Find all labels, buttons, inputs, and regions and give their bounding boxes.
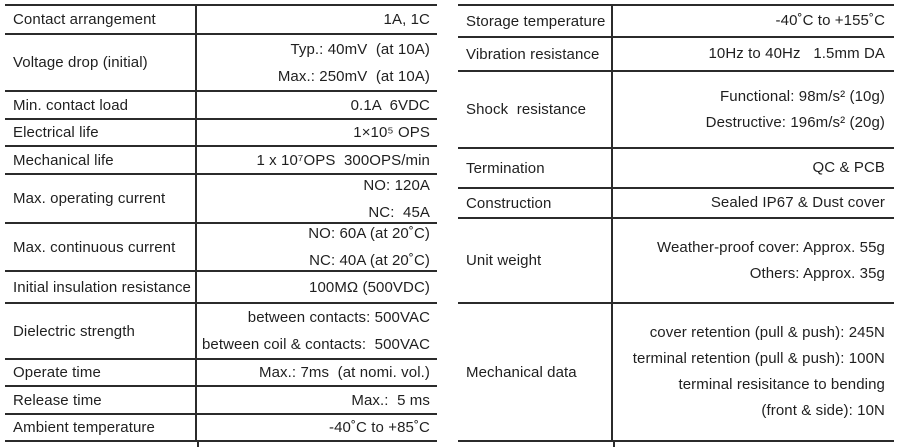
spec-label: Construction — [458, 189, 613, 217]
spec-value-line: NC: 45A — [368, 203, 430, 221]
spec-value-line: cover retention (pull & push): 245N — [649, 324, 885, 341]
spec-value: Weather-proof cover: Approx. 55g Others: … — [613, 219, 894, 302]
spec-value-line: 10Hz to 40Hz 1.5mm DA — [708, 45, 885, 62]
table-row: Termination QC & PCB — [458, 149, 894, 189]
spec-value: QC & PCB — [613, 149, 894, 187]
table-row: Release time Max.: 5 ms — [5, 387, 437, 415]
spec-value-line: Max.: 7ms (at nomi. vol.) — [259, 364, 430, 381]
table-row: Ambient temperature -40˚C to +85˚C — [5, 415, 437, 442]
spec-value: Max.: 5 ms — [197, 387, 437, 413]
table-row: Mechanical life 1 x 10⁷OPS 300OPS/min — [5, 147, 437, 175]
spec-value-line: NC: 40A (at 20˚C) — [309, 252, 430, 269]
spec-value-line: Weather-proof cover: Approx. 55g — [656, 238, 885, 256]
spec-value: Typ.: 40mV (at 10A) Max.: 250mV (at 10A) — [197, 35, 437, 90]
spec-label: Min. contact load — [5, 92, 197, 118]
table-row: Operate time Max.: 7ms (at nomi. vol.) — [5, 360, 437, 387]
spec-label: Dielectric strength — [5, 304, 197, 358]
spec-value-line: between coil & contacts: 500VAC — [201, 336, 430, 353]
spec-table-left: Contact arrangement 1A, 1C Voltage drop (i… — [5, 4, 437, 447]
table-row: Min. contact load 0.1A 6VDC — [5, 92, 437, 120]
spec-value: between contacts: 500VAC between coil & c… — [197, 304, 437, 358]
spec-value-line: NO: 120A — [363, 176, 430, 194]
table-row: Vibration resistance 10Hz to 40Hz 1.5mm D… — [458, 38, 894, 72]
table-row: Mechanical data cover retention (pull & p… — [458, 304, 894, 442]
table-row: Storage temperature -40˚C to +155˚C — [458, 6, 894, 38]
spec-value-line: -40˚C to +85˚C — [328, 419, 430, 436]
spec-value-line: 1A, 1C — [383, 11, 430, 28]
spec-value: NO: 120A NC: 45A — [197, 175, 437, 222]
spec-value-line: NO: 60A (at 20˚C) — [308, 225, 430, 242]
spec-table-right: Storage temperature -40˚C to +155˚C Vibrat… — [458, 4, 894, 447]
table-row: Shock resistance Functional: 98m/s² (10g)… — [458, 72, 894, 149]
spec-value: 100MΩ (500VDC) — [197, 272, 437, 302]
spec-value-line: Max.: 250mV (at 10A) — [277, 67, 430, 85]
spec-value-line: QC & PCB — [812, 159, 885, 176]
spec-value-line: (front & side): 10N — [761, 402, 885, 419]
spec-value: -40˚C to +85˚C — [197, 415, 437, 440]
spec-label: Operate time — [5, 360, 197, 385]
spec-value-line: Others: Approx. 35g — [749, 264, 885, 282]
table-row: Construction Sealed IP67 & Dust cover — [458, 189, 894, 219]
spec-value: Max.: 7ms (at nomi. vol.) — [197, 360, 437, 385]
spec-value: Functional: 98m/s² (10g) Destructive: 196… — [613, 72, 894, 147]
spec-value-line: Typ.: 40mV (at 10A) — [290, 40, 430, 58]
spec-value-line: Max.: 5 ms — [351, 391, 430, 409]
table-row: Voltage drop (initial) Typ.: 40mV (at 10A… — [5, 35, 437, 92]
spec-label: Voltage drop (initial) — [5, 35, 197, 90]
spec-value: 1 x 10⁷OPS 300OPS/min — [197, 147, 437, 173]
spec-label: Ambient temperature — [5, 415, 197, 440]
spec-label: Release time — [5, 387, 197, 413]
spec-label: Shock resistance — [458, 72, 613, 147]
spec-value: Sealed IP67 & Dust cover — [613, 189, 894, 217]
spec-value-line: terminal retention (pull & push): 100N — [632, 350, 885, 367]
spec-value-line: -40˚C to +155˚C — [775, 12, 885, 29]
table-row: Max. continuous current NO: 60A (at 20˚C)… — [5, 224, 437, 272]
spec-label: Vibration resistance — [458, 38, 613, 70]
spec-label: Max. operating current — [5, 175, 197, 222]
spec-label: Electrical life — [5, 120, 197, 145]
spec-label: Contact arrangement — [5, 6, 197, 33]
spec-label: Mechanical data — [458, 304, 613, 440]
table-row: Electrical life 1×10⁵ OPS — [5, 120, 437, 147]
spec-value: cover retention (pull & push): 245N termi… — [613, 304, 894, 440]
table-row: Initial insulation resistance 100MΩ (500V… — [5, 272, 437, 304]
table-row: Max. operating current NO: 120A NC: 45A — [5, 175, 437, 224]
spec-label: Storage temperature — [458, 6, 613, 36]
spec-value-line: Sealed IP67 & Dust cover — [710, 194, 885, 211]
table-row: Unit weight Weather-proof cover: Approx. … — [458, 219, 894, 304]
spec-value: 1×10⁵ OPS — [197, 120, 437, 145]
spec-value: -40˚C to +155˚C — [613, 6, 894, 36]
table-row: Dielectric strength between contacts: 500… — [5, 304, 437, 360]
spec-label: Mechanical life — [5, 147, 197, 173]
spec-label: Unit weight — [458, 219, 613, 302]
spec-value-line: 1×10⁵ OPS — [353, 124, 430, 141]
spec-value-line: 100MΩ (500VDC) — [309, 278, 430, 296]
spec-value-line: terminal resisitance to bending — [678, 376, 885, 393]
table-row: Contact arrangement 1A, 1C — [5, 6, 437, 35]
spec-label: Termination — [458, 149, 613, 187]
spec-value-line: 0.1A 6VDC — [350, 96, 430, 114]
spec-value: 10Hz to 40Hz 1.5mm DA — [613, 38, 894, 70]
spec-label: Initial insulation resistance — [5, 272, 197, 302]
spec-value-line: Destructive: 196m/s² (20g) — [705, 113, 885, 131]
spec-value-line: between contacts: 500VAC — [247, 309, 430, 326]
spec-value: NO: 60A (at 20˚C) NC: 40A (at 20˚C) — [197, 224, 437, 270]
spec-value-line: Functional: 98m/s² (10g) — [720, 87, 885, 105]
spec-label: Max. continuous current — [5, 224, 197, 270]
spec-value: 1A, 1C — [197, 6, 437, 33]
spec-value: 0.1A 6VDC — [197, 92, 437, 118]
spec-value-line: 1 x 10⁷OPS 300OPS/min — [256, 151, 430, 169]
